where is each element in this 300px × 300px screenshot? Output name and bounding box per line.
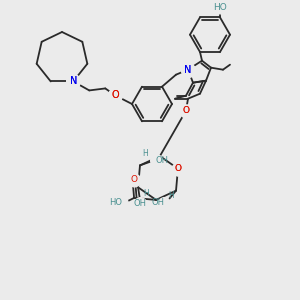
Text: OH: OH <box>156 156 169 165</box>
Text: N: N <box>184 65 192 75</box>
Text: O: O <box>130 176 138 184</box>
Text: O: O <box>112 90 119 100</box>
Text: O: O <box>182 106 190 115</box>
Text: N: N <box>70 76 77 86</box>
Text: H: H <box>168 191 174 200</box>
Text: H: H <box>143 189 149 198</box>
Text: N: N <box>184 65 192 75</box>
Text: HO: HO <box>109 198 122 207</box>
Text: O: O <box>174 164 182 173</box>
Text: OH: OH <box>134 199 147 208</box>
Text: O: O <box>174 164 182 173</box>
Text: H: H <box>142 149 148 158</box>
Text: O: O <box>182 106 190 115</box>
Text: HO: HO <box>213 3 227 12</box>
Text: OH: OH <box>151 198 164 207</box>
Text: O: O <box>112 90 119 100</box>
Text: N: N <box>70 76 77 86</box>
